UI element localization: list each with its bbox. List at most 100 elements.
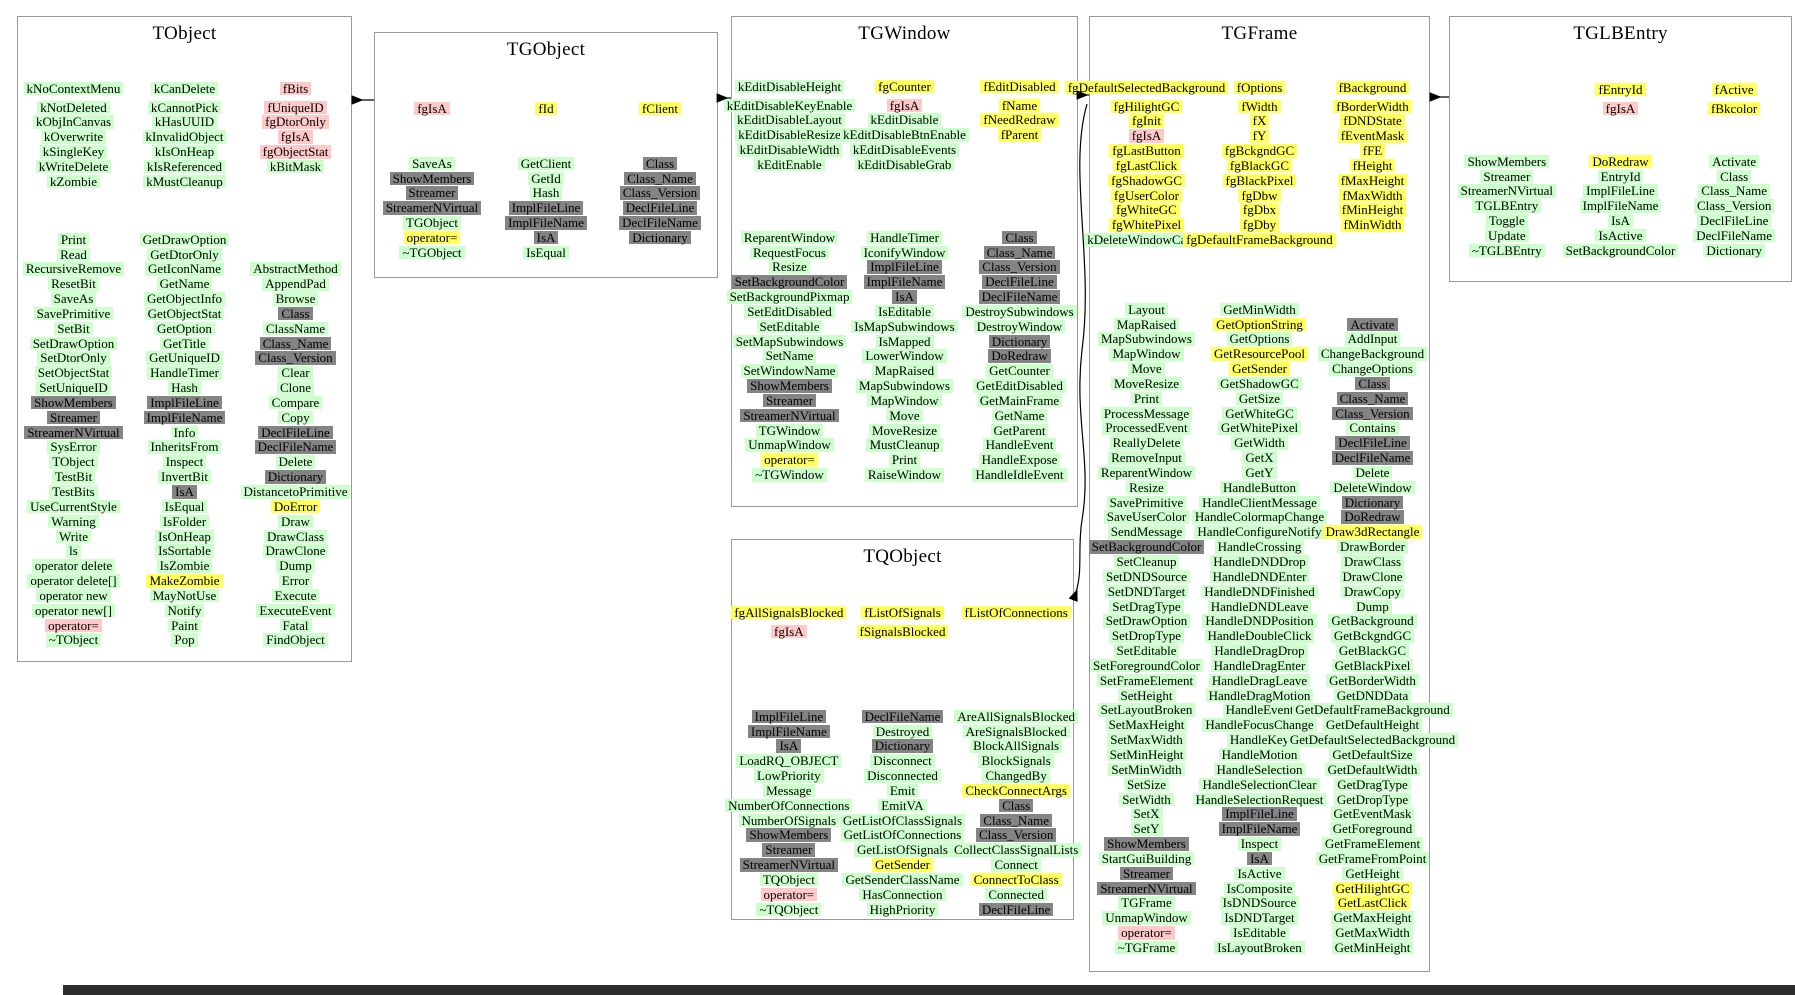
member-TGFrame-fgInit[interactable]: fgInit bbox=[1129, 114, 1164, 128]
member-TObject-DeclFileLine[interactable]: DeclFileLine bbox=[258, 426, 333, 440]
member-TGFrame-GetShadowGC[interactable]: GetShadowGC bbox=[1217, 377, 1302, 391]
member-TQObject-fSignalsBlocked[interactable]: fSignalsBlocked bbox=[856, 625, 949, 639]
member-TGFrame-Contains[interactable]: Contains bbox=[1346, 421, 1399, 435]
member-TGWindow-GetEditDisabled[interactable]: GetEditDisabled bbox=[973, 379, 1066, 393]
member-TObject-kWriteDelete[interactable]: kWriteDelete bbox=[35, 160, 112, 174]
member-TObject-kOverwrite[interactable]: kOverwrite bbox=[40, 130, 107, 144]
member-TGFrame-Class_Name[interactable]: Class_Name bbox=[1336, 392, 1409, 406]
member-TGWindow-DestroySubwindows[interactable]: DestroySubwindows bbox=[962, 305, 1077, 319]
member-TObject-IsFolder[interactable]: IsFolder bbox=[159, 515, 210, 529]
member-TGObject-DeclFileLine[interactable]: DeclFileLine bbox=[622, 201, 698, 215]
member-TGFrame-HandleEvent[interactable]: HandleEvent bbox=[1222, 703, 1297, 717]
member-TGFrame-fX[interactable]: fX bbox=[1249, 114, 1270, 128]
member-TGFrame-GetMaxWidth[interactable]: GetMaxWidth bbox=[1332, 926, 1413, 940]
member-TObject-Pop[interactable]: Pop bbox=[171, 633, 198, 647]
member-TGWindow-SetBackgroundPixmap[interactable]: SetBackgroundPixmap bbox=[726, 290, 853, 304]
member-TGWindow-SetEditDisabled[interactable]: SetEditDisabled bbox=[744, 305, 835, 319]
member-TGFrame-HandleDNDPosition[interactable]: HandleDNDPosition bbox=[1202, 614, 1317, 628]
member-TObject-operator=[interactable]: operator= bbox=[45, 619, 102, 633]
member-TGFrame-GetDragType[interactable]: GetDragType bbox=[1334, 778, 1411, 792]
member-TQObject-Class[interactable]: Class bbox=[999, 799, 1034, 813]
member-TQObject-fListOfSignals[interactable]: fListOfSignals bbox=[861, 606, 944, 620]
member-TGFrame-SendMessage[interactable]: SendMessage bbox=[1107, 525, 1186, 539]
member-TGFrame-GetOptions[interactable]: GetOptions bbox=[1226, 332, 1293, 346]
member-TObject-GetOption[interactable]: GetOption bbox=[154, 322, 215, 336]
member-TGWindow-RaiseWindow[interactable]: RaiseWindow bbox=[864, 468, 945, 482]
member-TGObject-DeclFileName[interactable]: DeclFileName bbox=[619, 216, 701, 230]
member-TGFrame-GetBckgndGC[interactable]: GetBckgndGC bbox=[1330, 629, 1415, 643]
member-TGWindow-Class[interactable]: Class bbox=[1002, 231, 1037, 245]
member-TGFrame-HandleSelectionClear[interactable]: HandleSelectionClear bbox=[1199, 778, 1320, 792]
member-TGObject-fgIsA[interactable]: fgIsA bbox=[414, 102, 450, 116]
member-TGFrame-SetDNDSource[interactable]: SetDNDSource bbox=[1103, 570, 1190, 584]
member-TGFrame-Print[interactable]: Print bbox=[1130, 392, 1163, 406]
member-TObject-operator new[interactable]: operator new bbox=[36, 589, 111, 603]
member-TObject-Class[interactable]: Class bbox=[278, 307, 313, 321]
member-TObject-DrawClass[interactable]: DrawClass bbox=[263, 530, 328, 544]
member-TGWindow-IsEditable[interactable]: IsEditable bbox=[875, 305, 934, 319]
member-TGFrame-DeclFileLine[interactable]: DeclFileLine bbox=[1335, 436, 1410, 450]
member-TObject-AppendPad[interactable]: AppendPad bbox=[262, 277, 329, 291]
member-TGFrame-MapWindow[interactable]: MapWindow bbox=[1109, 347, 1184, 361]
member-TGFrame-fgWhitePixel[interactable]: fgWhitePixel bbox=[1108, 218, 1185, 232]
member-TGFrame-HandleDragMotion[interactable]: HandleDragMotion bbox=[1205, 689, 1314, 703]
member-TGLBEntry-Class[interactable]: Class bbox=[1717, 170, 1752, 184]
member-TGFrame-TGFrame[interactable]: TGFrame bbox=[1118, 896, 1175, 910]
member-TObject-GetIconName[interactable]: GetIconName bbox=[145, 262, 224, 276]
member-TQObject-HighPriority[interactable]: HighPriority bbox=[866, 903, 939, 917]
member-TGFrame-HandleSelection[interactable]: HandleSelection bbox=[1213, 763, 1306, 777]
member-TGFrame-SetDNDTarget[interactable]: SetDNDTarget bbox=[1104, 585, 1189, 599]
member-TGFrame-GetMaxHeight[interactable]: GetMaxHeight bbox=[1330, 911, 1415, 925]
member-TGFrame-fgBlackGC[interactable]: fgBlackGC bbox=[1226, 159, 1293, 173]
member-TObject-ls[interactable]: ls bbox=[66, 544, 81, 558]
member-TGFrame-SetWidth[interactable]: SetWidth bbox=[1119, 793, 1174, 807]
member-TObject-TestBit[interactable]: TestBit bbox=[51, 470, 96, 484]
member-TGFrame-GetDefaultSelectedBackground[interactable]: GetDefaultSelectedBackground bbox=[1286, 733, 1459, 747]
member-TObject-kZombie[interactable]: kZombie bbox=[47, 175, 100, 189]
member-TGObject-TGObject[interactable]: TGObject bbox=[403, 216, 461, 230]
member-TObject-RecursiveRemove[interactable]: RecursiveRemove bbox=[22, 262, 125, 276]
member-TGFrame-fgDbx[interactable]: fgDbx bbox=[1239, 203, 1280, 217]
member-TQObject-Destroyed[interactable]: Destroyed bbox=[872, 725, 933, 739]
member-TGFrame-ProcessMessage[interactable]: ProcessMessage bbox=[1100, 407, 1193, 421]
member-TQObject-EmitVA[interactable]: EmitVA bbox=[878, 799, 927, 813]
member-TObject-MayNotUse[interactable]: MayNotUse bbox=[149, 589, 220, 603]
member-TObject-ImplFileName[interactable]: ImplFileName bbox=[143, 411, 226, 425]
member-TGFrame-fEventMask[interactable]: fEventMask bbox=[1337, 129, 1408, 143]
member-TQObject-LoadRQ_OBJECT[interactable]: LoadRQ_OBJECT bbox=[736, 754, 842, 768]
member-TGFrame-HandleDNDLeave[interactable]: HandleDNDLeave bbox=[1207, 600, 1312, 614]
member-TObject-Execute[interactable]: Execute bbox=[271, 589, 320, 603]
member-TGWindow-SetBackgroundColor[interactable]: SetBackgroundColor bbox=[731, 275, 848, 289]
member-TGFrame-GetDefaultHeight[interactable]: GetDefaultHeight bbox=[1322, 718, 1423, 732]
member-TGWindow-StreamerNVirtual[interactable]: StreamerNVirtual bbox=[740, 409, 839, 423]
member-TGWindow-MapSubwindows[interactable]: MapSubwindows bbox=[855, 379, 953, 393]
member-TGFrame-kDeleteWindowCalled[interactable]: kDeleteWindowCalled bbox=[1084, 233, 1209, 247]
member-TGLBEntry-fgIsA[interactable]: fgIsA bbox=[1602, 102, 1639, 116]
member-TGWindow-RequestFocus[interactable]: RequestFocus bbox=[750, 246, 829, 260]
member-TGLBEntry-Dictionary[interactable]: Dictionary bbox=[1703, 244, 1765, 258]
member-TGFrame-RemoveInput[interactable]: RemoveInput bbox=[1108, 451, 1185, 465]
member-TQObject-NumberOfConnections[interactable]: NumberOfConnections bbox=[725, 799, 853, 813]
class-title-TQObject[interactable]: TQObject bbox=[863, 546, 942, 567]
member-TGFrame-HandleClientMessage[interactable]: HandleClientMessage bbox=[1199, 496, 1320, 510]
member-TObject-Warning[interactable]: Warning bbox=[48, 515, 99, 529]
member-TQObject-Connected[interactable]: Connected bbox=[985, 888, 1047, 902]
member-TGFrame-GetLastClick[interactable]: GetLastClick bbox=[1334, 896, 1411, 910]
member-TQObject-GetListOfConnections[interactable]: GetListOfConnections bbox=[840, 828, 965, 842]
member-TObject-IsEqual[interactable]: IsEqual bbox=[161, 500, 208, 514]
member-TGFrame-GetForeground[interactable]: GetForeground bbox=[1329, 822, 1416, 836]
member-TGWindow-Print[interactable]: Print bbox=[888, 453, 921, 467]
member-TGWindow-IsA[interactable]: IsA bbox=[892, 290, 917, 304]
member-TGLBEntry-Activate[interactable]: Activate bbox=[1709, 155, 1760, 169]
member-TObject-kSingleKey[interactable]: kSingleKey bbox=[39, 145, 108, 159]
class-title-TObject[interactable]: TObject bbox=[152, 23, 217, 44]
member-TObject-IsSortable[interactable]: IsSortable bbox=[155, 544, 214, 558]
member-TGFrame-ChangeBackground[interactable]: ChangeBackground bbox=[1317, 347, 1428, 361]
member-TGFrame-AddInput[interactable]: AddInput bbox=[1344, 332, 1401, 346]
member-TGFrame-GetEventMask[interactable]: GetEventMask bbox=[1330, 807, 1415, 821]
member-TGObject-Streamer[interactable]: Streamer bbox=[405, 186, 459, 200]
member-TObject-Hash[interactable]: Hash bbox=[168, 381, 201, 395]
member-TObject-Write[interactable]: Write bbox=[55, 530, 92, 544]
member-TObject-UseCurrentStyle[interactable]: UseCurrentStyle bbox=[27, 500, 120, 514]
member-TQObject-fListOfConnections[interactable]: fListOfConnections bbox=[961, 606, 1071, 620]
